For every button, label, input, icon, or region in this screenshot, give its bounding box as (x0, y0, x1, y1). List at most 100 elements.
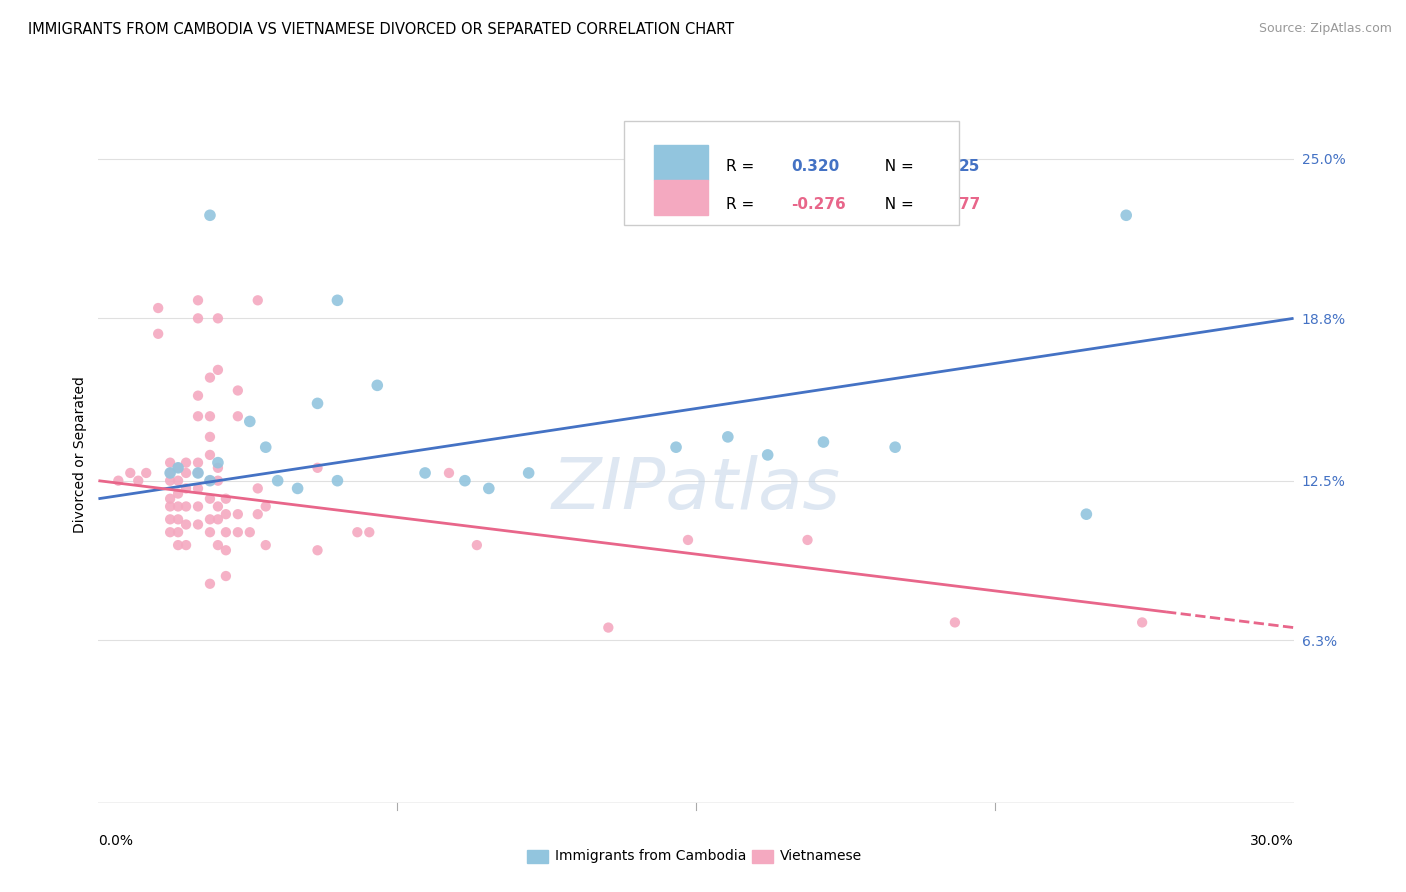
Point (287, 482, 309, 496)
Point (207, 456, 229, 470)
Text: 0.320: 0.320 (792, 159, 839, 174)
Point (198, 576, 221, 591)
Point (198, 474, 221, 488)
Point (796, 533, 818, 547)
Text: R =: R = (725, 159, 759, 174)
Point (215, 569, 238, 583)
Point (454, 474, 477, 488)
Point (226, 525, 249, 540)
Point (187, 466, 209, 480)
Point (174, 517, 197, 532)
Text: 30.0%: 30.0% (1250, 834, 1294, 848)
Point (159, 512, 181, 526)
Point (267, 474, 290, 488)
Point (187, 500, 209, 514)
Point (187, 311, 209, 326)
FancyBboxPatch shape (654, 180, 709, 215)
Point (207, 500, 229, 514)
Text: N =: N = (875, 159, 920, 174)
Text: 77: 77 (959, 197, 980, 212)
Point (167, 512, 190, 526)
Point (717, 430, 740, 444)
Point (943, 615, 966, 630)
Point (215, 491, 238, 506)
Text: IMMIGRANTS FROM CAMBODIA VS VIETNAMESE DIVORCED OR SEPARATED CORRELATION CHART: IMMIGRANTS FROM CAMBODIA VS VIETNAMESE D… (28, 22, 734, 37)
Point (465, 538, 488, 552)
Text: 0.0%: 0.0% (98, 834, 134, 848)
Point (159, 491, 181, 506)
Point (1076, 507, 1098, 521)
Point (187, 409, 209, 424)
Point (135, 466, 157, 480)
Point (187, 389, 209, 403)
Point (226, 409, 249, 424)
Point (198, 525, 221, 540)
Point (254, 538, 277, 552)
Text: Immigrants from Cambodia: Immigrants from Cambodia (555, 849, 747, 863)
Point (437, 466, 460, 480)
Point (517, 466, 540, 480)
Text: Source: ZipAtlas.com: Source: ZipAtlas.com (1258, 22, 1392, 36)
Point (198, 474, 221, 488)
Point (187, 466, 209, 480)
Point (207, 363, 229, 377)
Text: R =: R = (725, 197, 759, 212)
Point (107, 474, 129, 488)
Point (198, 448, 221, 462)
Point (120, 466, 142, 480)
Point (676, 533, 699, 547)
Point (174, 482, 197, 496)
Point (207, 474, 229, 488)
Point (207, 311, 229, 326)
Point (366, 378, 388, 392)
Point (413, 466, 436, 480)
Point (148, 301, 170, 315)
Point (598, 621, 620, 635)
Point (1115, 208, 1137, 222)
Point (167, 460, 190, 475)
Point (198, 491, 221, 506)
Point (198, 512, 221, 526)
Point (215, 543, 238, 558)
Point (159, 500, 181, 514)
Point (167, 538, 190, 552)
Point (215, 507, 238, 521)
Point (187, 456, 209, 470)
Point (226, 384, 249, 398)
Point (207, 512, 229, 526)
Point (174, 500, 197, 514)
FancyBboxPatch shape (654, 145, 709, 180)
Point (159, 466, 181, 480)
Point (326, 293, 349, 308)
Point (174, 466, 197, 480)
Point (198, 409, 221, 424)
Point (756, 448, 779, 462)
Point (159, 474, 181, 488)
Point (246, 293, 269, 308)
Point (148, 326, 170, 341)
Point (246, 482, 269, 496)
Point (346, 525, 368, 540)
Point (239, 525, 262, 540)
Point (307, 543, 329, 558)
Point (307, 460, 329, 475)
Point (665, 440, 688, 454)
Point (254, 440, 277, 454)
Text: Vietnamese: Vietnamese (780, 849, 862, 863)
Point (1130, 615, 1153, 630)
Point (207, 538, 229, 552)
Point (187, 517, 209, 532)
Point (174, 538, 197, 552)
Point (198, 430, 221, 444)
Text: N =: N = (875, 197, 920, 212)
Point (326, 474, 349, 488)
Point (187, 293, 209, 308)
Point (198, 370, 221, 384)
Point (246, 507, 269, 521)
Point (187, 482, 209, 496)
Point (359, 525, 381, 540)
Point (478, 482, 501, 496)
Point (167, 474, 190, 488)
Point (167, 486, 190, 500)
Point (167, 525, 190, 540)
